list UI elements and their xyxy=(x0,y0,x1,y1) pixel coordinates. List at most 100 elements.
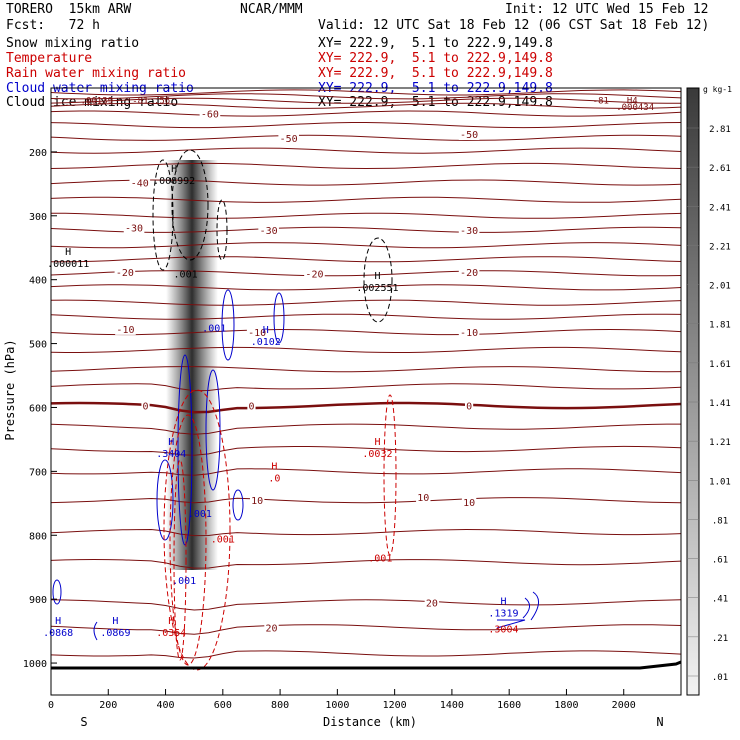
isotherm-label-bg xyxy=(424,597,440,609)
extremum-marker: H xyxy=(65,247,71,258)
x-tick-label: 400 xyxy=(157,700,175,711)
x-tick-label: 600 xyxy=(214,700,232,711)
top-label: -81 xyxy=(593,97,609,107)
rain-contour xyxy=(169,414,207,666)
isotherm-label: 0 xyxy=(142,402,148,413)
colorbar-label: .01 xyxy=(712,673,728,683)
isotherm-line xyxy=(51,599,681,611)
extremum-value: .3404 xyxy=(156,449,186,460)
init-label: Init: 12 UTC Wed 15 Feb 12 xyxy=(505,2,709,17)
colorbar-label: 2.41 xyxy=(709,203,731,213)
y-tick-label: 900 xyxy=(29,595,47,606)
y-axis-title: Pressure (hPa) xyxy=(3,339,17,440)
field-name-rain: Rain water mixing ratio xyxy=(6,66,187,81)
colorbar-label: 2.81 xyxy=(709,125,731,135)
isotherm-line xyxy=(51,445,681,456)
cloud-water-contour xyxy=(221,289,235,361)
isotherm-line xyxy=(51,284,681,291)
extremum-marker: H xyxy=(374,437,380,448)
isotherm-label-bg xyxy=(278,132,299,144)
cloud-water-contour xyxy=(156,459,174,541)
isotherm-label-bg xyxy=(458,327,480,339)
contour-label: .001 xyxy=(174,269,198,280)
isotherm-line xyxy=(51,313,681,320)
colorbar-unit: g kg-1 xyxy=(703,85,732,94)
colorbar-label: .61 xyxy=(712,556,728,566)
isotherm-line xyxy=(51,256,681,263)
extremum-marker: H xyxy=(168,616,174,627)
isotherm-label: 20 xyxy=(265,623,277,634)
field-xy-snow: XY= 222.9, 5.1 to 222.9,149.8 xyxy=(318,36,553,51)
isotherm-label-bg xyxy=(249,495,265,507)
x-tick-label: 800 xyxy=(271,700,289,711)
cloud-water-contour xyxy=(205,369,221,491)
extremum-value: .0032 xyxy=(362,449,392,460)
colorbar-label: 1.21 xyxy=(709,438,731,448)
x-tick-label: 2000 xyxy=(612,700,636,711)
plot-frame xyxy=(50,87,682,696)
isotherm-label: -30 xyxy=(125,223,143,234)
isotherm-label-bg xyxy=(114,267,136,279)
colorbar-label: 1.01 xyxy=(709,477,731,487)
rain-contour xyxy=(173,459,187,661)
top-label: .000434 xyxy=(616,103,654,113)
isotherm-label: 20 xyxy=(426,598,438,609)
colorbar-label: 1.81 xyxy=(709,321,731,331)
extremum-marker: H xyxy=(500,597,506,608)
isotherm-line xyxy=(51,147,681,154)
ground-line xyxy=(51,660,682,670)
x-tick-label: 200 xyxy=(99,700,117,711)
isotherm-label-bg xyxy=(464,400,474,412)
isotherm-label-bg xyxy=(115,323,136,335)
field-name-snow: Snow mixing ratio xyxy=(6,36,140,51)
isotherm-line xyxy=(51,110,681,117)
cloud-water-contour xyxy=(232,489,244,521)
cloud-water-contour xyxy=(93,621,98,641)
isotherm-label-bg xyxy=(304,268,325,280)
isotherm-line xyxy=(51,179,681,186)
isotherm-label-bg xyxy=(458,224,480,236)
cloud-water-contour xyxy=(177,354,193,546)
axes: 0 200 400 600 800 1000 1200 1400 1600 1800 2000200… xyxy=(23,148,636,711)
isotherm-label-bg xyxy=(461,497,477,509)
x-tick-label: 1400 xyxy=(440,700,464,711)
colorbar-label: .41 xyxy=(712,595,728,605)
center-label: NCAR/MMM xyxy=(240,2,303,17)
isotherm-label: -20 xyxy=(460,268,478,279)
y-tick-label: 600 xyxy=(29,403,47,414)
y-tick-label: 800 xyxy=(29,531,47,542)
extremum-marker: H xyxy=(374,271,380,282)
isotherm-label: 0 xyxy=(248,402,254,413)
isotherm-line xyxy=(51,528,681,537)
extremum-marker: H xyxy=(55,616,61,627)
isotherm-line xyxy=(51,134,681,141)
y-tick-label: 300 xyxy=(29,212,47,223)
top-label: -81 .56 xyxy=(132,97,170,107)
x-tick-label: 1200 xyxy=(383,700,407,711)
valid-label: Valid: 12 UTC Sat 18 Feb 12 (06 CST Sat … xyxy=(318,18,710,33)
isotherm-line xyxy=(51,226,681,233)
colorbar-label: 2.01 xyxy=(709,282,731,292)
y-tick-label: 700 xyxy=(29,467,47,478)
ice-contour xyxy=(216,199,228,261)
isotherm-line xyxy=(51,89,681,96)
colorbar-fill xyxy=(686,87,700,696)
hydrometeor-contours xyxy=(52,149,539,671)
isotherm-label: 10 xyxy=(463,498,475,509)
fcst-label: Fcst: 72 h xyxy=(6,18,100,33)
isotherm-label: -50 xyxy=(280,134,298,145)
isotherm-line xyxy=(51,162,681,170)
extremum-value: .1319 xyxy=(488,609,518,620)
isotherm-line xyxy=(51,328,681,336)
x-tick-label: 1000 xyxy=(325,700,349,711)
isotherm-label: -50 xyxy=(460,130,478,141)
ice-contour xyxy=(171,149,209,261)
isotherm-label-bg xyxy=(458,267,480,279)
rain-contour xyxy=(383,394,397,556)
isotherm-label: -40 xyxy=(131,179,149,190)
x-tick-label: 1600 xyxy=(497,700,521,711)
south-end-label: S xyxy=(80,715,87,729)
isotherm-line xyxy=(51,122,681,129)
x-axis-title: Distance (km) xyxy=(323,715,417,729)
